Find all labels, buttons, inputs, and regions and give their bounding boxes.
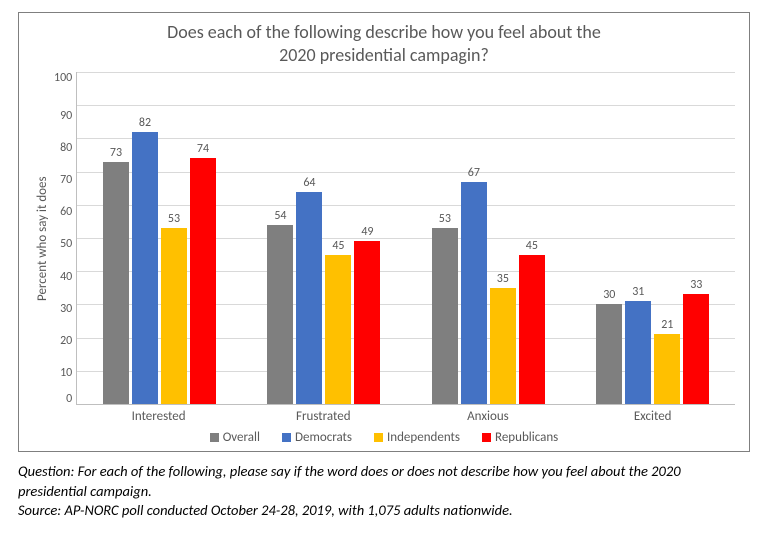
x-tick: Frustrated — [241, 405, 406, 424]
bar: 49 — [354, 241, 380, 404]
y-tick: 80 — [60, 142, 72, 154]
bar-value-label: 64 — [303, 176, 315, 190]
x-axis: InterestedFrustratedAnxiousExcited — [76, 405, 735, 424]
y-tick: 100 — [54, 72, 72, 84]
bar: 53 — [432, 228, 458, 404]
bar: 54 — [267, 225, 293, 404]
chart-title-line1: Does each of the following describe how … — [167, 21, 601, 43]
y-tick: 90 — [60, 110, 72, 122]
x-tick: Anxious — [406, 405, 571, 424]
figure-container: Does each of the following describe how … — [0, 0, 768, 540]
bar: 73 — [103, 162, 129, 404]
bar-value-label: 53 — [439, 212, 451, 226]
bar-group: 53673545 — [406, 72, 570, 404]
y-tick: 20 — [60, 335, 72, 347]
y-tick: 70 — [60, 174, 72, 186]
bar: 67 — [461, 182, 487, 404]
legend-item: Democrats — [282, 430, 352, 445]
legend-swatch — [210, 433, 219, 442]
y-tick: 0 — [66, 393, 72, 405]
chart-title-line2: 2020 presidential campagin? — [279, 44, 489, 66]
y-tick: 40 — [60, 271, 72, 283]
x-tick: Interested — [76, 405, 241, 424]
bar: 45 — [325, 255, 351, 404]
y-axis-ticks: 1009080706050403020100 — [52, 72, 76, 405]
bar-value-label: 30 — [603, 288, 615, 302]
legend-label: Overall — [223, 430, 260, 445]
bar: 33 — [683, 294, 709, 404]
bar: 35 — [490, 288, 516, 404]
bar: 53 — [161, 228, 187, 404]
bar-value-label: 35 — [497, 272, 509, 286]
bar-value-label: 74 — [197, 142, 209, 156]
bar: 21 — [654, 334, 680, 404]
x-tick: Excited — [570, 405, 735, 424]
bar-value-label: 45 — [332, 239, 344, 253]
bar-groups: 73825374546445495367354530312133 — [77, 72, 735, 404]
bar: 74 — [190, 158, 216, 404]
y-tick: 30 — [60, 303, 72, 315]
bar-group: 73825374 — [77, 72, 241, 404]
legend-label: Republicans — [495, 430, 558, 445]
bar-value-label: 45 — [526, 239, 538, 253]
legend-item: Republicans — [482, 430, 558, 445]
bar-value-label: 33 — [690, 278, 702, 292]
bar-value-label: 73 — [110, 146, 122, 160]
y-tick: 10 — [60, 367, 72, 379]
legend-item: Overall — [210, 430, 260, 445]
y-tick: 60 — [60, 206, 72, 218]
bar-value-label: 67 — [468, 166, 480, 180]
chart-title: Does each of the following describe how … — [33, 21, 735, 66]
bar-value-label: 21 — [661, 318, 673, 332]
bar-value-label: 31 — [632, 285, 644, 299]
legend-swatch — [482, 433, 491, 442]
bar: 45 — [519, 255, 545, 404]
x-axis-row: . 100 InterestedFrustratedAnxiousExcited — [33, 405, 735, 424]
y-axis-label: Percent who say it does — [33, 72, 52, 405]
legend-label: Independents — [387, 430, 460, 445]
chart-frame: Does each of the following describe how … — [18, 12, 750, 452]
legend-swatch — [374, 433, 383, 442]
legend-swatch — [282, 433, 291, 442]
bar-value-label: 54 — [274, 209, 286, 223]
plot-row: Percent who say it does 1009080706050403… — [33, 72, 735, 405]
bar-value-label: 82 — [139, 116, 151, 130]
bar-group: 54644549 — [242, 72, 406, 404]
plot-area: 73825374546445495367354530312133 — [76, 72, 735, 405]
x-axis-ticks: InterestedFrustratedAnxiousExcited — [76, 405, 735, 424]
bar: 31 — [625, 301, 651, 404]
legend-item: Independents — [374, 430, 460, 445]
caption: Question: For each of the following, ple… — [18, 462, 750, 521]
bar: 30 — [596, 304, 622, 404]
y-tick: 50 — [60, 238, 72, 250]
bar-value-label: 53 — [168, 212, 180, 226]
legend: Overall Democrats Independents Republicans — [33, 430, 735, 445]
caption-source: Source: AP-NORC poll conducted October 2… — [18, 501, 750, 521]
caption-question: Question: For each of the following, ple… — [18, 462, 750, 501]
bar-group: 30312133 — [571, 72, 735, 404]
bar: 82 — [132, 132, 158, 404]
bar-value-label: 49 — [361, 225, 373, 239]
bar: 64 — [296, 192, 322, 404]
legend-label: Democrats — [295, 430, 352, 445]
